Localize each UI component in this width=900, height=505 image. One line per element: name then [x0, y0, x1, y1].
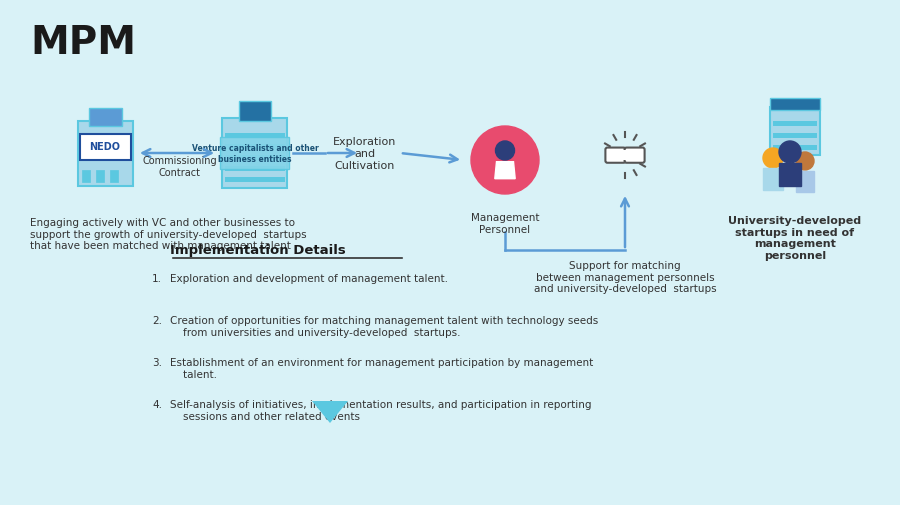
Circle shape	[496, 142, 515, 161]
FancyBboxPatch shape	[773, 122, 817, 127]
FancyBboxPatch shape	[622, 151, 628, 161]
FancyBboxPatch shape	[77, 121, 132, 186]
FancyBboxPatch shape	[606, 148, 626, 164]
FancyBboxPatch shape	[238, 102, 271, 122]
FancyBboxPatch shape	[226, 134, 284, 139]
Text: 4.: 4.	[152, 399, 162, 409]
FancyBboxPatch shape	[773, 146, 817, 150]
Text: 2.: 2.	[152, 316, 162, 325]
FancyBboxPatch shape	[220, 138, 290, 170]
Circle shape	[763, 148, 783, 169]
FancyBboxPatch shape	[226, 178, 284, 183]
Text: 3.: 3.	[152, 358, 162, 367]
Text: University-developed
startups in need of
management
personnel: University-developed startups in need of…	[728, 216, 861, 260]
Text: Management
Personnel: Management Personnel	[471, 213, 539, 234]
Text: Venture capitalists and other
business entities: Venture capitalists and other business e…	[192, 144, 319, 164]
Circle shape	[779, 142, 801, 164]
Polygon shape	[763, 169, 783, 190]
Polygon shape	[796, 172, 814, 192]
Text: Creation of opportunities for matching management talent with technology seeds
 : Creation of opportunities for matching m…	[170, 316, 598, 337]
FancyBboxPatch shape	[88, 108, 122, 126]
Text: Self-analysis of initiatives, implementation results, and participation in repor: Self-analysis of initiatives, implementa…	[170, 399, 591, 421]
FancyBboxPatch shape	[770, 108, 820, 156]
Circle shape	[796, 153, 814, 171]
FancyBboxPatch shape	[79, 134, 130, 160]
Circle shape	[471, 127, 539, 194]
FancyBboxPatch shape	[625, 148, 644, 164]
Polygon shape	[312, 401, 348, 423]
Text: MPM: MPM	[30, 24, 136, 62]
FancyBboxPatch shape	[95, 170, 104, 182]
Text: Exploration
and
Cultivation: Exploration and Cultivation	[333, 137, 397, 170]
FancyBboxPatch shape	[770, 99, 820, 111]
FancyBboxPatch shape	[222, 119, 287, 189]
FancyBboxPatch shape	[110, 170, 118, 182]
Text: Establishment of an environment for management participation by management
    t: Establishment of an environment for mana…	[170, 358, 593, 379]
Text: 1.: 1.	[152, 274, 162, 283]
FancyBboxPatch shape	[82, 170, 89, 182]
Text: Exploration and development of management talent.: Exploration and development of managemen…	[170, 274, 448, 283]
Text: Implementation Details: Implementation Details	[170, 243, 346, 257]
FancyBboxPatch shape	[773, 134, 817, 139]
FancyBboxPatch shape	[226, 167, 284, 172]
Text: Commissioning
Contract: Commissioning Contract	[143, 156, 217, 177]
FancyBboxPatch shape	[226, 156, 284, 161]
Text: Engaging actively with VC and other businesses to
support the growth of universi: Engaging actively with VC and other busi…	[30, 218, 307, 250]
FancyBboxPatch shape	[226, 145, 284, 149]
Polygon shape	[495, 163, 515, 179]
Text: NEDO: NEDO	[89, 142, 121, 152]
Text: Support for matching
between management personnels
and university-developed  sta: Support for matching between management …	[534, 261, 716, 293]
Polygon shape	[779, 164, 801, 187]
